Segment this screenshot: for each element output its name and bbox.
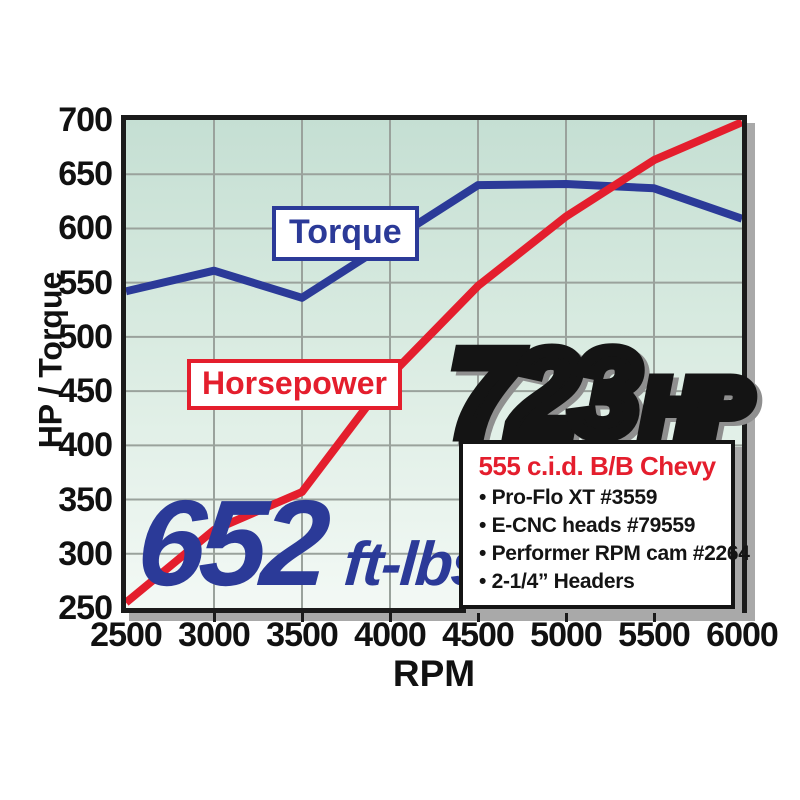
x-tick-label: 5000 xyxy=(530,616,603,654)
x-axis-title: RPM xyxy=(392,653,476,694)
y-tick-label: 650 xyxy=(58,155,113,194)
x-tick-mark xyxy=(388,613,392,622)
x-tick-label: 5500 xyxy=(618,616,691,654)
spec-item: • 2-1/4” Headers xyxy=(479,570,635,593)
x-tick-mark xyxy=(564,613,568,622)
horsepower-legend-box: Horsepower xyxy=(187,359,402,410)
y-tick-label: 350 xyxy=(58,480,113,519)
peak-hp-unit: HP xyxy=(643,368,751,449)
horsepower-curve xyxy=(126,120,742,606)
engine-spec-list: • Pro-Flo XT #3559 • E-CNC heads #79559 • … xyxy=(463,484,750,596)
horsepower-legend-label: Horsepower xyxy=(202,365,387,401)
spec-item: • Pro-Flo XT #3559 xyxy=(479,486,658,509)
peak-torque-value: 652 xyxy=(133,475,329,611)
x-tick-label: 6000 xyxy=(706,616,779,654)
x-tick-label: 4500 xyxy=(442,616,515,654)
engine-spec-box: 555 c.i.d. B/B Chevy • Pro-Flo XT #3559 •… xyxy=(459,440,750,609)
x-tick-label: 2500 xyxy=(90,616,163,654)
x-tick-label: 4000 xyxy=(354,616,427,654)
engine-spec-title: 555 c.i.d. B/B Chevy xyxy=(478,451,716,481)
peak-horsepower-callout: 723 HP xyxy=(450,332,751,454)
y-tick-label: 500 xyxy=(58,317,113,356)
y-tick-label: 400 xyxy=(58,426,113,465)
y-tick-label: 700 xyxy=(58,101,113,139)
torque-legend-box: Torque xyxy=(272,206,419,261)
torque-legend-label: Torque xyxy=(289,213,402,251)
x-tick-label: 3000 xyxy=(178,616,251,654)
y-tick-label: 600 xyxy=(58,209,113,248)
y-tick-label: 550 xyxy=(58,263,113,302)
spec-item: • E-CNC heads #79559 xyxy=(479,514,696,537)
spec-item: • Performer RPM cam #2264 xyxy=(479,542,750,565)
x-tick-mark xyxy=(212,613,216,622)
torque-curve xyxy=(126,180,742,302)
y-tick-label: 300 xyxy=(58,534,113,573)
x-tick-label: 3500 xyxy=(266,616,339,654)
x-tick-mark xyxy=(300,613,304,622)
x-tick-mark xyxy=(476,613,480,622)
peak-hp-value: 723 xyxy=(450,332,640,454)
y-tick-label: 450 xyxy=(58,372,113,411)
x-tick-mark xyxy=(652,613,656,622)
peak-torque-callout: 652 ft-lbs xyxy=(133,475,490,611)
plot-area: Torque Horsepower 723 HP 652 ft-lbs 555 … xyxy=(121,115,751,613)
y-tick-label: 250 xyxy=(58,589,113,627)
